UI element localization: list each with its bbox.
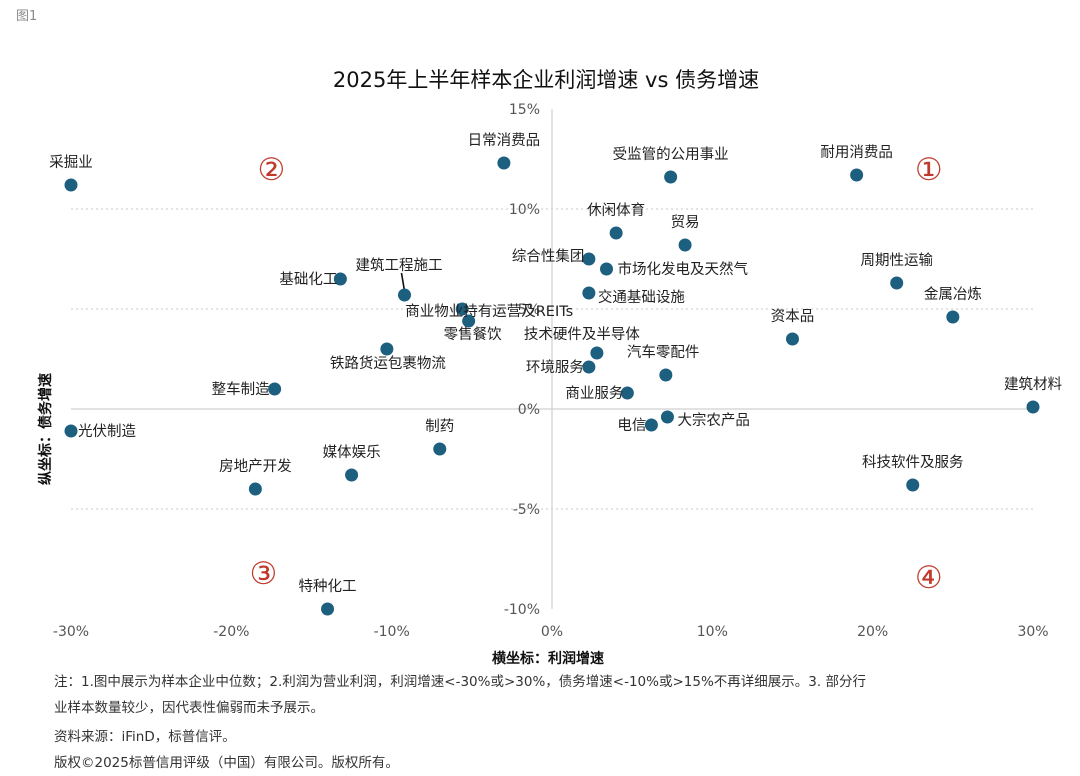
data-label: 建筑材料: [1004, 376, 1062, 393]
figure-label: 图1: [16, 9, 38, 24]
callout-line: [400, 272, 406, 292]
x-tick-label: -30%: [53, 624, 89, 640]
y-tick-label: -5%: [513, 502, 540, 518]
data-label: 零售餐饮: [444, 326, 502, 343]
data-point: [248, 482, 262, 496]
copyright-note: 版权©2025标普信用评级（中国）有限公司。版权所有。: [54, 755, 399, 771]
data-point: [600, 262, 614, 276]
x-tick-label: 0%: [541, 624, 563, 640]
data-point: [64, 424, 78, 438]
data-point: [946, 310, 960, 324]
data-label: 汽车零配件: [627, 344, 700, 361]
x-tick-label: 30%: [1017, 624, 1048, 640]
note-line-1: 注：1.图中展示为样本企业中位数；2.利润为营业利润，利润增速<-30%或>30…: [54, 674, 866, 690]
quadrant-label: ④: [915, 560, 943, 596]
data-label: 建筑工程施工: [355, 257, 442, 274]
data-point: [906, 478, 920, 492]
y-axis-title: 纵坐标：债务增速: [37, 373, 54, 485]
data-label: 市场化发电及天然气: [618, 261, 749, 278]
data-label: 基础化工: [279, 271, 337, 288]
data-point: [268, 382, 282, 396]
data-label: 资本品: [771, 308, 815, 325]
data-point: [345, 468, 359, 482]
data-point: [455, 302, 469, 316]
data-label: 技术硬件及半导体: [524, 326, 640, 343]
source-note: 资料来源：iFinD，标普信评。: [54, 729, 236, 745]
data-label: 特种化工: [299, 578, 357, 595]
data-point: [582, 286, 596, 300]
x-tick-label: -20%: [213, 624, 249, 640]
data-label: 休闲体育: [587, 202, 645, 219]
data-point: [678, 238, 692, 252]
data-label: 大宗农产品: [677, 412, 750, 429]
data-label: 周期性运输: [860, 252, 933, 269]
data-point: [1026, 400, 1040, 414]
data-label: 科技软件及服务: [862, 454, 964, 471]
scatter-chart: 2025年上半年样本企业利润增速 vs 债务增速 -30% -20% -10% 0% 1…: [37, 68, 1062, 667]
data-label: 综合性集团: [512, 248, 585, 265]
data-point: [333, 272, 347, 286]
note-line-2: 业样本数量较少，因代表性偏弱而未予展示。: [54, 700, 324, 716]
data-label: 电信: [617, 417, 646, 434]
data-point: [397, 288, 411, 302]
data-point: [659, 368, 673, 382]
data-point: [64, 178, 78, 192]
data-point: [433, 442, 447, 456]
data-point: [582, 252, 596, 266]
data-point: [644, 418, 658, 432]
y-tick-label: 0%: [518, 402, 540, 418]
y-tick-label: -10%: [504, 602, 540, 618]
quadrant-label: ①: [915, 152, 943, 188]
data-point: [850, 168, 864, 182]
chart-title: 2025年上半年样本企业利润增速 vs 债务增速: [333, 68, 759, 92]
data-label: 采掘业: [49, 154, 93, 171]
data-point: [582, 360, 596, 374]
data-label: 金属冶炼: [924, 286, 982, 303]
data-label: 交通基础设施: [598, 288, 685, 306]
y-tick-label: 10%: [509, 202, 540, 218]
data-label: 房地产开发: [219, 458, 292, 475]
data-label: 整车制造: [212, 381, 270, 398]
data-label: 耐用消费品: [820, 144, 893, 161]
data-label: 贸易: [671, 214, 700, 231]
x-tick-label: 20%: [857, 624, 888, 640]
data-point: [660, 410, 674, 424]
data-point: [609, 226, 623, 240]
quadrant-label: ③: [250, 556, 278, 592]
y-tick-label: 5%: [518, 302, 540, 318]
data-label: 铁路货运包裹物流: [330, 355, 446, 372]
x-tick-label: -10%: [374, 624, 410, 640]
data-label: 媒体娱乐: [323, 444, 381, 461]
x-tick-label: 10%: [697, 624, 728, 640]
data-label: 环境服务: [526, 358, 584, 376]
data-point: [620, 386, 634, 400]
data-point: [462, 314, 476, 328]
data-point: [321, 602, 335, 616]
quadrant-label: ②: [258, 152, 286, 188]
data-point: [664, 170, 678, 184]
data-point: [786, 332, 799, 346]
data-point: [590, 346, 604, 360]
x-axis-title: 横坐标：利润增速: [492, 650, 604, 667]
data-label: 受监管的公用事业: [613, 146, 729, 163]
data-point: [890, 276, 904, 290]
data-label: 日常消费品: [468, 132, 541, 149]
data-label: 商业物业持有运营及REITs: [405, 303, 573, 320]
data-label: 光伏制造: [78, 423, 136, 440]
data-label: 商业服务: [565, 385, 623, 402]
y-tick-label: 15%: [509, 102, 540, 118]
data-point: [497, 156, 511, 170]
data-label: 制药: [425, 418, 454, 435]
data-point: [380, 342, 394, 356]
